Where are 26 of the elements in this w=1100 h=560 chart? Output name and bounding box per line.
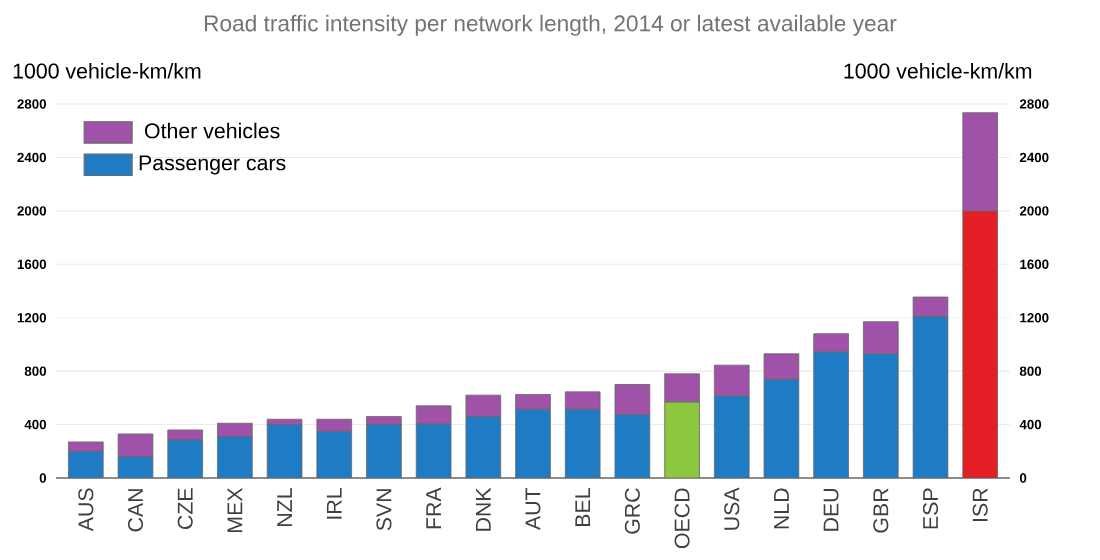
bar: [366, 424, 402, 478]
x-tick-label: ISR: [972, 488, 988, 522]
x-tick-label: NZL: [277, 488, 292, 526]
x-tick-label: USA: [724, 487, 740, 530]
x-tick-label: DEU: [823, 489, 839, 531]
y-axis-title: 1000 vehicle-km/km: [13, 62, 201, 79]
x-tick-label: MEX: [227, 487, 243, 532]
x-tick-label: OECD: [674, 488, 690, 549]
x-tick-label: AUT: [525, 487, 541, 531]
x-tick-label: DNK: [475, 487, 491, 531]
x-tick-label: NLD: [774, 488, 789, 529]
chart-title: Road traffic intensity per network length, 2014 or latest available year: [204, 14, 897, 36]
legend-label: Other vehicles: [144, 122, 280, 139]
x-tick-label: ESP: [922, 488, 939, 529]
bar: [266, 424, 303, 478]
x-tick-label: IRL: [326, 488, 342, 519]
x-tick-label: AUS: [78, 488, 94, 532]
x-tick-label: CZE: [177, 488, 193, 529]
y2-axis-title: 1000 vehicle-km/km: [844, 62, 1032, 79]
x-tick-label: GRC: [624, 488, 640, 534]
x-tick-label: BEL: [575, 488, 591, 526]
x-tick-label: SVN: [376, 489, 392, 531]
x-tick-label: GBR: [873, 488, 889, 533]
legend-label: Passenger cars: [139, 155, 286, 175]
x-tick-label: FRA: [426, 487, 441, 529]
x-tick-label: CAN: [127, 489, 144, 532]
